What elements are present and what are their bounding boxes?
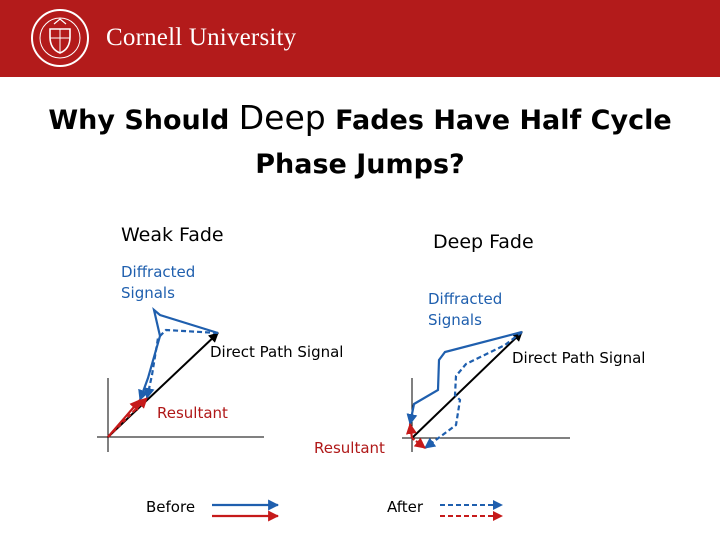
legend-before-label: Before bbox=[146, 498, 196, 516]
weak-diffracted-after-arrow bbox=[143, 328, 219, 400]
deep-direct-path-label: Direct Path Signal bbox=[512, 349, 646, 367]
deep-resultant-label: Resultant bbox=[314, 439, 385, 457]
weak-resultant-label: Resultant bbox=[157, 404, 228, 422]
header-bar: Cornell University bbox=[0, 0, 720, 77]
weak-diffracted-line-2: Signals bbox=[121, 284, 175, 302]
weak-resultant-after-arrow bbox=[107, 397, 148, 438]
deep-fade-heading: Deep Fade bbox=[433, 231, 534, 253]
legend-after-label: After bbox=[387, 498, 424, 516]
weak-direct-path-label: Direct Path Signal bbox=[210, 343, 344, 361]
title-part-1: Why Should bbox=[48, 105, 239, 136]
deep-resultant-after-arrow bbox=[411, 437, 426, 449]
cornell-seal-logo bbox=[31, 9, 89, 67]
deep-diffracted-label: Diffracted Signals bbox=[428, 289, 502, 331]
deep-diffracted-line-1: Diffracted bbox=[428, 290, 503, 308]
deep-fade-axes bbox=[402, 378, 570, 452]
deep-diffracted-line-2: Signals bbox=[428, 311, 482, 329]
legend-before-lines bbox=[212, 499, 280, 522]
weak-fade-heading: Weak Fade bbox=[121, 224, 224, 246]
title-emphasis-deep: Deep bbox=[238, 98, 326, 137]
weak-diffracted-before-arrow bbox=[138, 307, 219, 402]
legend-after-lines bbox=[440, 500, 503, 521]
deep-diffracted-after-arrow bbox=[424, 331, 523, 449]
weak-diffracted-line-1: Diffracted bbox=[121, 263, 196, 281]
title-part-2: Fades Have Half Cycle bbox=[325, 105, 672, 136]
weak-direct-path-arrow bbox=[107, 332, 219, 438]
weak-diffracted-label: Diffracted Signals bbox=[121, 262, 195, 304]
deep-direct-path-arrow bbox=[411, 331, 523, 439]
weak-fade-axes bbox=[97, 378, 264, 452]
deep-diffracted-before-arrow bbox=[406, 330, 523, 426]
deep-resultant-before-arrow bbox=[405, 422, 417, 439]
title-line-2: Phase Jumps? bbox=[255, 149, 465, 180]
brand-name: Cornell University bbox=[106, 24, 297, 51]
slide-title: Why Should Deep Fades Have Half Cycle Ph… bbox=[20, 96, 700, 187]
